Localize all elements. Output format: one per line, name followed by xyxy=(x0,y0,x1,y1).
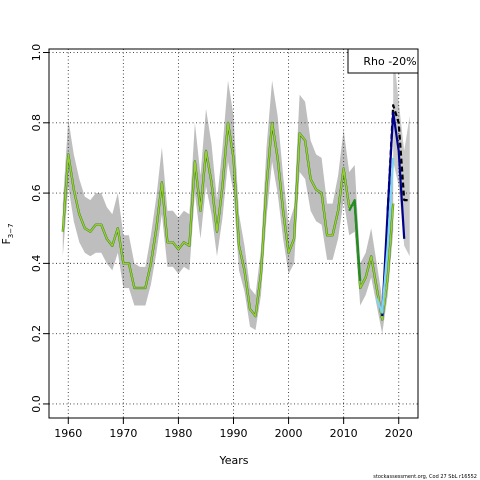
y-axis-title: F3−7 xyxy=(0,223,15,244)
x-tick-label: 1980 xyxy=(164,427,192,440)
y-tick-label: 0.2 xyxy=(30,325,43,343)
series-line-retro xyxy=(381,111,406,317)
y-tick-label: 0.6 xyxy=(30,184,43,202)
axis-layer: 1960 1970 1980 1990 2000 2010 2020 0.0 0.2 0.4 0.6… xyxy=(30,44,413,440)
x-tick-label: 2010 xyxy=(330,427,358,440)
x-tick-label: 1960 xyxy=(54,427,82,440)
x-axis-title: Years xyxy=(218,454,248,467)
x-tick-label: 2020 xyxy=(385,427,413,440)
y-tick-label: 0.4 xyxy=(30,255,43,273)
y-tick-label: 0.0 xyxy=(30,395,43,413)
legend-box xyxy=(347,48,419,74)
x-tick-label: 2000 xyxy=(275,427,303,440)
series-line-rho-adjusted xyxy=(62,122,394,321)
confidence-band xyxy=(62,80,394,334)
y-tick-label: 1.0 xyxy=(30,44,43,62)
y-tick-label: 0.8 xyxy=(30,114,43,132)
series-line-retro xyxy=(348,199,362,281)
legend: Rho -20% xyxy=(347,48,419,74)
series-line-retro xyxy=(375,157,395,314)
series-layer xyxy=(61,104,410,321)
x-tick-label: 1990 xyxy=(220,427,248,440)
x-tick-label: 1970 xyxy=(109,427,137,440)
y-axis-title-subscript: 3−7 xyxy=(7,223,15,238)
y-axis-title-main: F xyxy=(0,238,13,244)
series-line-retro xyxy=(386,104,410,211)
footer-credit: stockassessment.org, Cod 27 SbL r16552 xyxy=(373,474,477,480)
legend-label: Rho -20% xyxy=(363,55,416,68)
